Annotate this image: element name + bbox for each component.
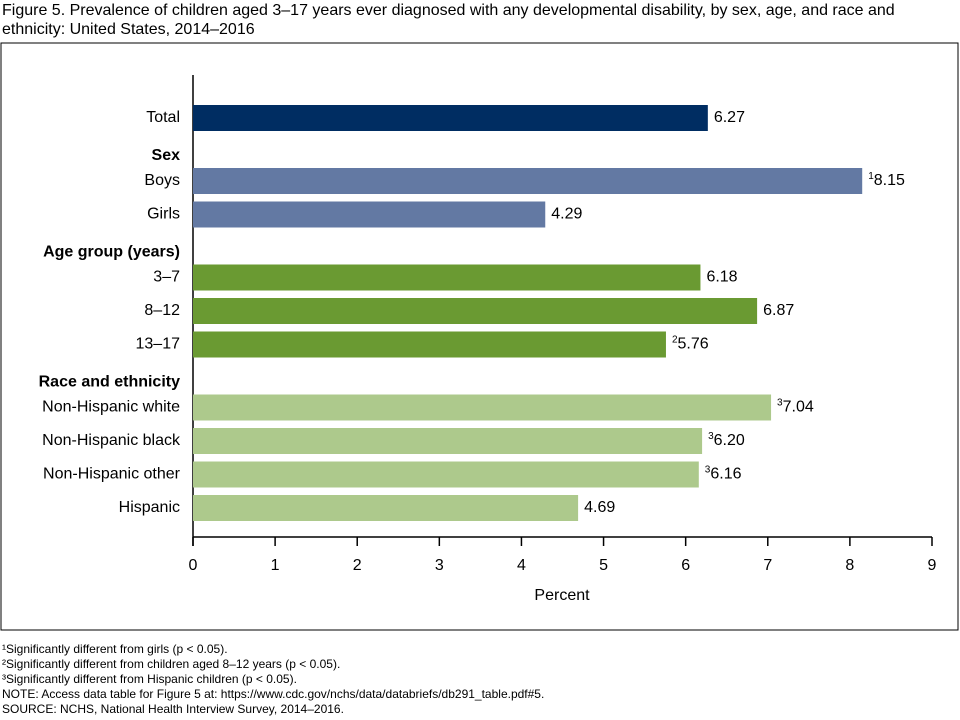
x-tick-label: 6 bbox=[681, 557, 690, 574]
value-text: 8.15 bbox=[874, 172, 905, 189]
value-label: 6.27 bbox=[714, 109, 745, 126]
bar bbox=[193, 331, 666, 358]
category-label: 13–17 bbox=[136, 336, 181, 353]
x-tick-label: 1 bbox=[271, 557, 280, 574]
x-tick-label: 8 bbox=[845, 557, 854, 574]
group-header: Sex bbox=[152, 147, 181, 164]
x-tick-label: 7 bbox=[763, 557, 772, 574]
value-text: 4.69 bbox=[584, 499, 615, 516]
value-label: 4.29 bbox=[551, 206, 582, 223]
footnote: ¹Significantly different from girls (p <… bbox=[2, 642, 228, 656]
value-text: 5.76 bbox=[678, 336, 709, 353]
value-note: 3 bbox=[708, 431, 714, 442]
value-text: 6.18 bbox=[706, 269, 737, 286]
category-label: Non-Hispanic white bbox=[42, 399, 180, 416]
footnote: NOTE: Access data table for Figure 5 at:… bbox=[2, 687, 545, 701]
value-note: 3 bbox=[777, 397, 783, 408]
value-note: 2 bbox=[672, 334, 678, 345]
value-note: 1 bbox=[868, 171, 874, 182]
chart-frame bbox=[0, 42, 959, 631]
bar bbox=[193, 461, 699, 488]
x-axis-title: Percent bbox=[534, 587, 590, 604]
value-text: 6.16 bbox=[710, 466, 741, 483]
value-label: 18.15 bbox=[868, 171, 905, 190]
bar bbox=[193, 298, 758, 324]
bar bbox=[193, 201, 546, 228]
value-text: 6.87 bbox=[763, 302, 794, 319]
category-label: Total bbox=[146, 109, 180, 126]
value-text: 6.27 bbox=[714, 109, 745, 126]
bar bbox=[193, 264, 701, 291]
bar bbox=[193, 105, 708, 131]
value-label: 6.87 bbox=[763, 302, 794, 319]
footnote: ²Significantly different from children a… bbox=[2, 657, 341, 671]
category-label: Non-Hispanic other bbox=[43, 466, 181, 483]
x-tick-label: 4 bbox=[517, 557, 526, 574]
bar bbox=[193, 394, 772, 421]
value-label: 36.20 bbox=[708, 431, 745, 450]
chart-title: Figure 5. Prevalence of children aged 3–… bbox=[2, 2, 895, 38]
category-label: Boys bbox=[144, 172, 180, 189]
value-text: 4.29 bbox=[551, 206, 582, 223]
value-note: 3 bbox=[705, 464, 711, 475]
bar bbox=[193, 168, 863, 194]
bar bbox=[193, 428, 703, 454]
x-tick-label: 9 bbox=[928, 557, 937, 574]
value-text: 7.04 bbox=[783, 399, 814, 416]
x-tick-label: 2 bbox=[353, 557, 362, 574]
value-label: 6.18 bbox=[706, 269, 737, 286]
category-label: Non-Hispanic black bbox=[42, 432, 181, 449]
category-label: Girls bbox=[147, 206, 180, 223]
x-tick-label: 0 bbox=[189, 557, 198, 574]
value-text: 6.20 bbox=[714, 432, 745, 449]
category-label: 8–12 bbox=[144, 302, 180, 319]
group-header: Race and ethnicity bbox=[39, 374, 180, 391]
category-label: 3–7 bbox=[153, 269, 180, 286]
category-label: Hispanic bbox=[119, 499, 180, 516]
x-tick-label: 5 bbox=[599, 557, 608, 574]
value-label: 4.69 bbox=[584, 499, 615, 516]
x-tick-label: 3 bbox=[435, 557, 444, 574]
group-header: Age group (years) bbox=[43, 244, 180, 261]
footnote: SOURCE: NCHS, National Health Interview … bbox=[2, 702, 344, 716]
value-label: 25.76 bbox=[672, 334, 709, 353]
footnotes: ¹Significantly different from girls (p <… bbox=[2, 642, 544, 717]
bar bbox=[193, 495, 579, 521]
value-label: 36.16 bbox=[705, 464, 742, 483]
footnote: ³Significantly different from Hispanic c… bbox=[2, 672, 297, 686]
value-label: 37.04 bbox=[777, 397, 814, 416]
